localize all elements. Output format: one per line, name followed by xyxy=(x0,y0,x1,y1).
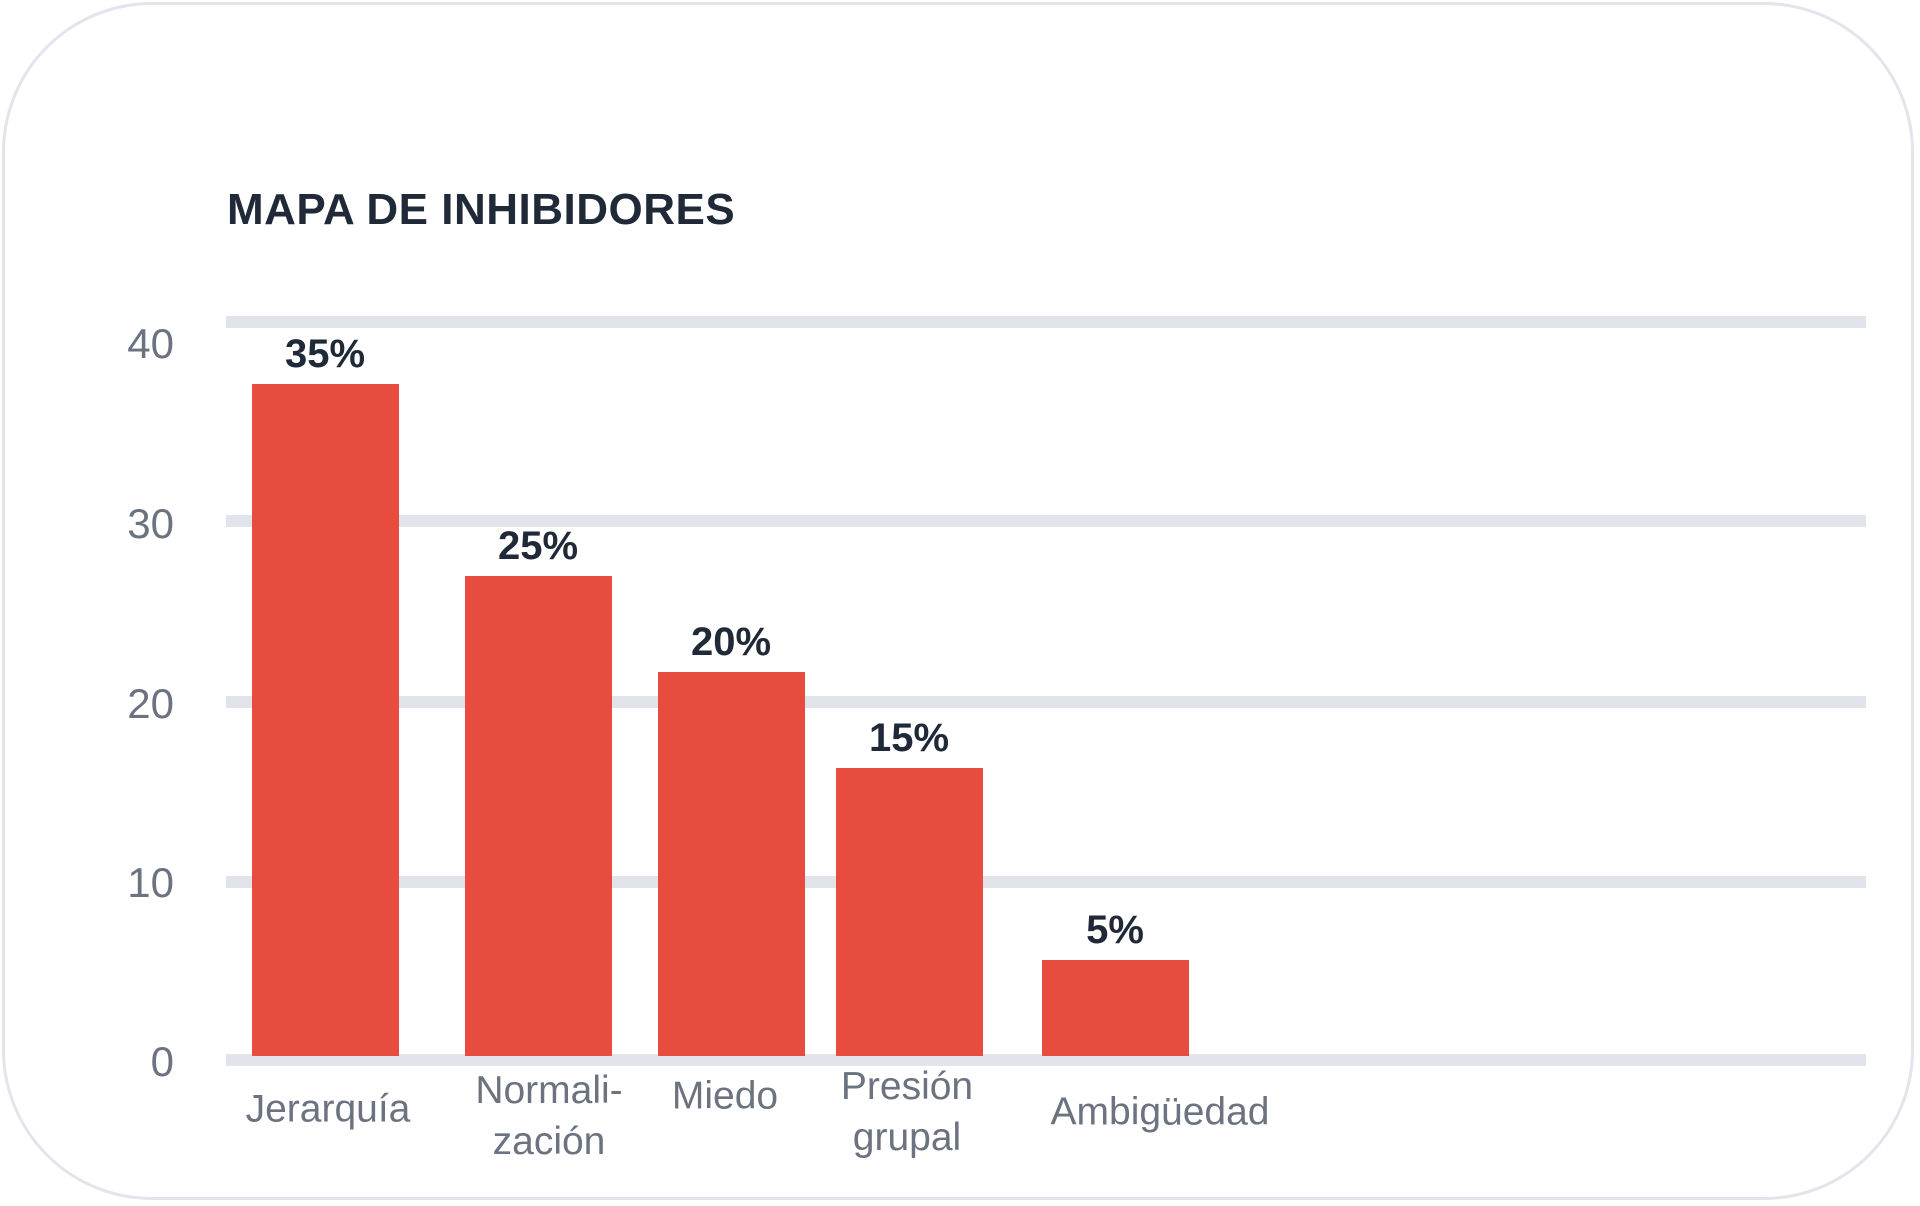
data-label: 20% xyxy=(690,620,772,664)
data-label: 5% xyxy=(1086,908,1144,952)
x-category-label: Normali- zación xyxy=(475,1069,623,1163)
x-category-label: Ambigüedad xyxy=(1050,1090,1270,1134)
bar-3 xyxy=(836,768,983,1056)
gridline-10 xyxy=(226,876,1866,888)
gridline-30 xyxy=(226,515,1866,527)
y-tick-label: 20 xyxy=(127,680,174,727)
x-category-label: Jerarquía xyxy=(245,1087,411,1131)
bar-2 xyxy=(658,672,805,1056)
y-tick-label: 10 xyxy=(127,859,174,906)
x-category-label: Presión grupal xyxy=(840,1065,974,1159)
data-label: 15% xyxy=(868,716,950,760)
gridline-0 xyxy=(226,1054,1866,1066)
y-tick-label: 30 xyxy=(127,500,174,547)
bar-1 xyxy=(465,576,612,1056)
gridline-20 xyxy=(226,696,1866,708)
gridline-40 xyxy=(226,316,1866,328)
data-label: 25% xyxy=(497,524,579,568)
y-tick-label: 40 xyxy=(127,320,174,367)
bar-4 xyxy=(1042,960,1189,1056)
bar-0 xyxy=(252,384,399,1056)
chart-title: MAPA DE INHIBIDORES xyxy=(227,185,736,234)
y-tick-label: 0 xyxy=(150,1038,174,1085)
data-label: 35% xyxy=(284,332,366,376)
x-category-label: Miedo xyxy=(671,1074,779,1118)
